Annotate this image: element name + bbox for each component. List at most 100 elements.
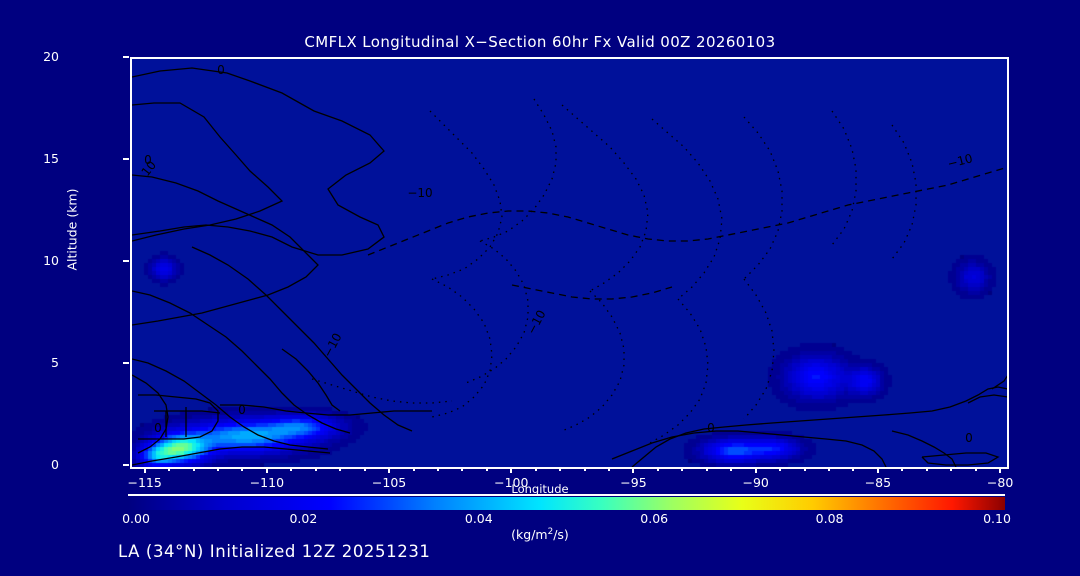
colorbar-tick-label: 0.06 bbox=[640, 511, 669, 526]
x-tick-label: −110 bbox=[249, 475, 285, 490]
contour-solid-r2 bbox=[611, 430, 887, 467]
chart-title: CMFLX Longitudinal X−Section 60hr Fx Val… bbox=[304, 33, 776, 51]
contour-solid-r3 bbox=[891, 430, 957, 467]
contour-label: 0 bbox=[217, 63, 225, 77]
y-tick-mark bbox=[123, 362, 129, 364]
x-axis-title: Longitude bbox=[511, 482, 569, 496]
contour-solid-l bbox=[281, 348, 341, 412]
x-tick-mark bbox=[876, 467, 879, 473]
x-tick-label: −105 bbox=[371, 475, 407, 490]
x-tick-label: −115 bbox=[127, 475, 162, 490]
contour-dotted-j bbox=[743, 278, 775, 420]
x-minor-tick-mark bbox=[363, 467, 366, 471]
contour-dotted-e bbox=[561, 104, 649, 292]
x-tick-mark bbox=[143, 467, 146, 473]
x-minor-tick-mark bbox=[950, 467, 953, 471]
colorbar-units-text: (kg/m2/s) bbox=[511, 527, 569, 543]
contour-solid-e bbox=[132, 358, 329, 450]
x-minor-tick-mark bbox=[828, 467, 831, 471]
y-tick-mark bbox=[123, 56, 129, 58]
x-minor-tick-mark bbox=[485, 467, 488, 471]
contour-solid-r4 bbox=[921, 452, 1000, 466]
colorbar-tick-label: 0.08 bbox=[815, 511, 844, 526]
contour-label: 0 bbox=[707, 421, 715, 435]
y-tick-mark bbox=[123, 464, 129, 466]
contour-solid-d bbox=[132, 290, 351, 434]
contour-dotted-l bbox=[891, 124, 917, 260]
contour-dotted-d bbox=[465, 240, 529, 384]
contour-dotted-f bbox=[561, 290, 625, 432]
contour-solid-b bbox=[132, 174, 319, 326]
x-tick-mark bbox=[632, 467, 635, 473]
x-minor-tick-mark bbox=[436, 467, 439, 471]
x-minor-tick-mark bbox=[412, 467, 415, 471]
contour-dotted-a bbox=[429, 110, 503, 280]
x-minor-tick-mark bbox=[216, 467, 219, 471]
contour-dotted-i bbox=[743, 116, 783, 280]
contour-dotted-g bbox=[651, 118, 723, 300]
x-minor-tick-mark bbox=[656, 467, 659, 471]
x-tick-mark bbox=[388, 467, 391, 473]
x-minor-tick-mark bbox=[559, 467, 562, 471]
contour-solid-c bbox=[191, 246, 413, 432]
x-tick-label: −85 bbox=[864, 475, 892, 490]
contour-dotted-n bbox=[311, 378, 453, 404]
y-tick-label: 5 bbox=[51, 355, 59, 370]
contour-label: 0 bbox=[965, 431, 973, 445]
x-minor-tick-mark bbox=[583, 467, 586, 471]
contour-dashed-neg10-upper bbox=[367, 166, 1007, 256]
x-tick-label: −100 bbox=[494, 475, 529, 490]
contour-label: −10 bbox=[524, 308, 548, 337]
contour-label: −10 bbox=[320, 331, 344, 360]
x-minor-tick-mark bbox=[461, 467, 464, 471]
contour-label: 0 bbox=[154, 421, 162, 435]
colorbar-units-label: (kg/m2/s) bbox=[0, 527, 1080, 542]
x-minor-tick-mark bbox=[534, 467, 537, 471]
x-minor-tick-mark bbox=[705, 467, 708, 471]
x-minor-tick-mark bbox=[192, 467, 195, 471]
x-tick-label: −90 bbox=[742, 475, 769, 490]
plot-area: 0 0 10 −10 −10 −10 −10 0 0 0 0 bbox=[130, 57, 1009, 469]
x-minor-tick-mark bbox=[241, 467, 244, 471]
contour-label: −10 bbox=[407, 186, 432, 200]
x-minor-tick-mark bbox=[925, 467, 928, 471]
x-minor-tick-mark bbox=[730, 467, 733, 471]
y-tick-label: 10 bbox=[43, 253, 59, 268]
x-minor-tick-mark bbox=[779, 467, 782, 471]
colorbar-tick-label: 0.04 bbox=[464, 511, 493, 526]
colorbar-tick-label: 0.10 bbox=[983, 511, 1011, 526]
colorbar-tick-label: 0.02 bbox=[289, 511, 318, 526]
x-minor-tick-mark bbox=[608, 467, 611, 471]
plot-inner: 0 0 10 −10 −10 −10 −10 0 0 0 0 bbox=[132, 59, 1007, 467]
y-tick-mark bbox=[123, 260, 129, 262]
contour-solid-f bbox=[132, 374, 169, 454]
contour-label: 0 bbox=[238, 403, 246, 417]
x-tick-mark bbox=[265, 467, 268, 473]
x-minor-tick-mark bbox=[852, 467, 855, 471]
x-tick-label: −80 bbox=[986, 475, 1014, 490]
contour-solid-10 bbox=[132, 102, 284, 242]
contour-solid-g bbox=[138, 394, 219, 440]
x-minor-tick-mark bbox=[901, 467, 904, 471]
contour-dashed-m bbox=[511, 284, 673, 300]
contour-dotted-k bbox=[831, 110, 857, 246]
contour-label: −10 bbox=[946, 151, 974, 171]
x-minor-tick-mark bbox=[168, 467, 171, 471]
x-tick-mark bbox=[999, 467, 1002, 473]
colorbar-top-rule bbox=[128, 494, 1005, 496]
colorbar-tick-label: 0.00 bbox=[122, 511, 150, 526]
contour-label: 0 bbox=[144, 153, 152, 167]
y-tick-mark bbox=[123, 158, 129, 160]
contour-solid-0 bbox=[132, 67, 385, 256]
contour-solid-r6 bbox=[967, 394, 1007, 404]
contour-solid-r5 bbox=[991, 375, 1007, 390]
contour-solid-m bbox=[132, 446, 331, 466]
y-tick-label: 15 bbox=[43, 151, 59, 166]
y-tick-label: 0 bbox=[51, 457, 59, 472]
y-axis-title: Altitude (km) bbox=[64, 188, 80, 271]
x-minor-tick-mark bbox=[290, 467, 293, 471]
contour-solid-h bbox=[154, 410, 221, 414]
x-minor-tick-mark bbox=[681, 467, 684, 471]
x-tick-label: −95 bbox=[620, 475, 647, 490]
